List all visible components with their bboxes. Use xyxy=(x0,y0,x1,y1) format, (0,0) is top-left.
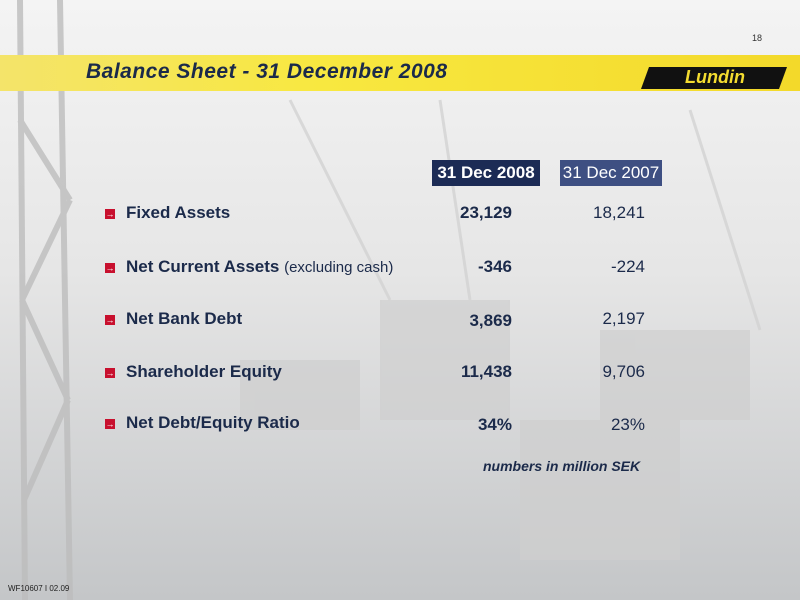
cell-value: 18,241 xyxy=(593,203,645,222)
cell-value: 9,706 xyxy=(602,362,645,381)
row-label-text: Shareholder Equity xyxy=(126,362,282,381)
row-label: Fixed Assets xyxy=(126,203,230,223)
cell-value: 23,129 xyxy=(460,203,512,222)
row-label: Shareholder Equity xyxy=(126,362,282,382)
row-label-text: Net Debt/Equity Ratio xyxy=(126,413,300,432)
cell-value: 2,197 xyxy=(602,309,645,328)
cell-value: 34% xyxy=(477,415,512,434)
row-label: Net Debt/Equity Ratio xyxy=(126,413,300,433)
footer-code: WF10607 I 02.09 xyxy=(8,584,70,593)
row-label-text: Net Current Assets xyxy=(126,257,280,276)
bullet: → xyxy=(105,263,115,273)
row-label: Net Current Assets (excluding cash) xyxy=(126,257,393,277)
bullet: → xyxy=(105,368,115,378)
page-number: 18 xyxy=(752,33,763,43)
cell-value: -224 xyxy=(610,257,645,276)
bullet: → xyxy=(105,209,115,219)
cell-value: 23% xyxy=(610,415,645,434)
row-note: (excluding cash) xyxy=(284,259,394,276)
slide-title: Balance Sheet - 31 December 2008 xyxy=(86,60,448,83)
cell-value: -346 xyxy=(477,257,512,276)
row-label-text: Net Bank Debt xyxy=(126,309,243,328)
cell-value: 11,438 xyxy=(460,362,512,381)
column-header: 31 Dec 2008 xyxy=(432,160,540,186)
logo: Lundin xyxy=(685,67,745,87)
row-label: Net Bank Debt xyxy=(126,309,242,329)
row-label-text: Fixed Assets xyxy=(126,203,231,222)
bullet: → xyxy=(105,419,115,429)
column-header: 31 Dec 2007 xyxy=(560,160,662,186)
footnote: numbers in million SEK xyxy=(483,458,641,474)
cell-value: 3,869 xyxy=(469,311,512,330)
bullet: → xyxy=(105,315,115,325)
